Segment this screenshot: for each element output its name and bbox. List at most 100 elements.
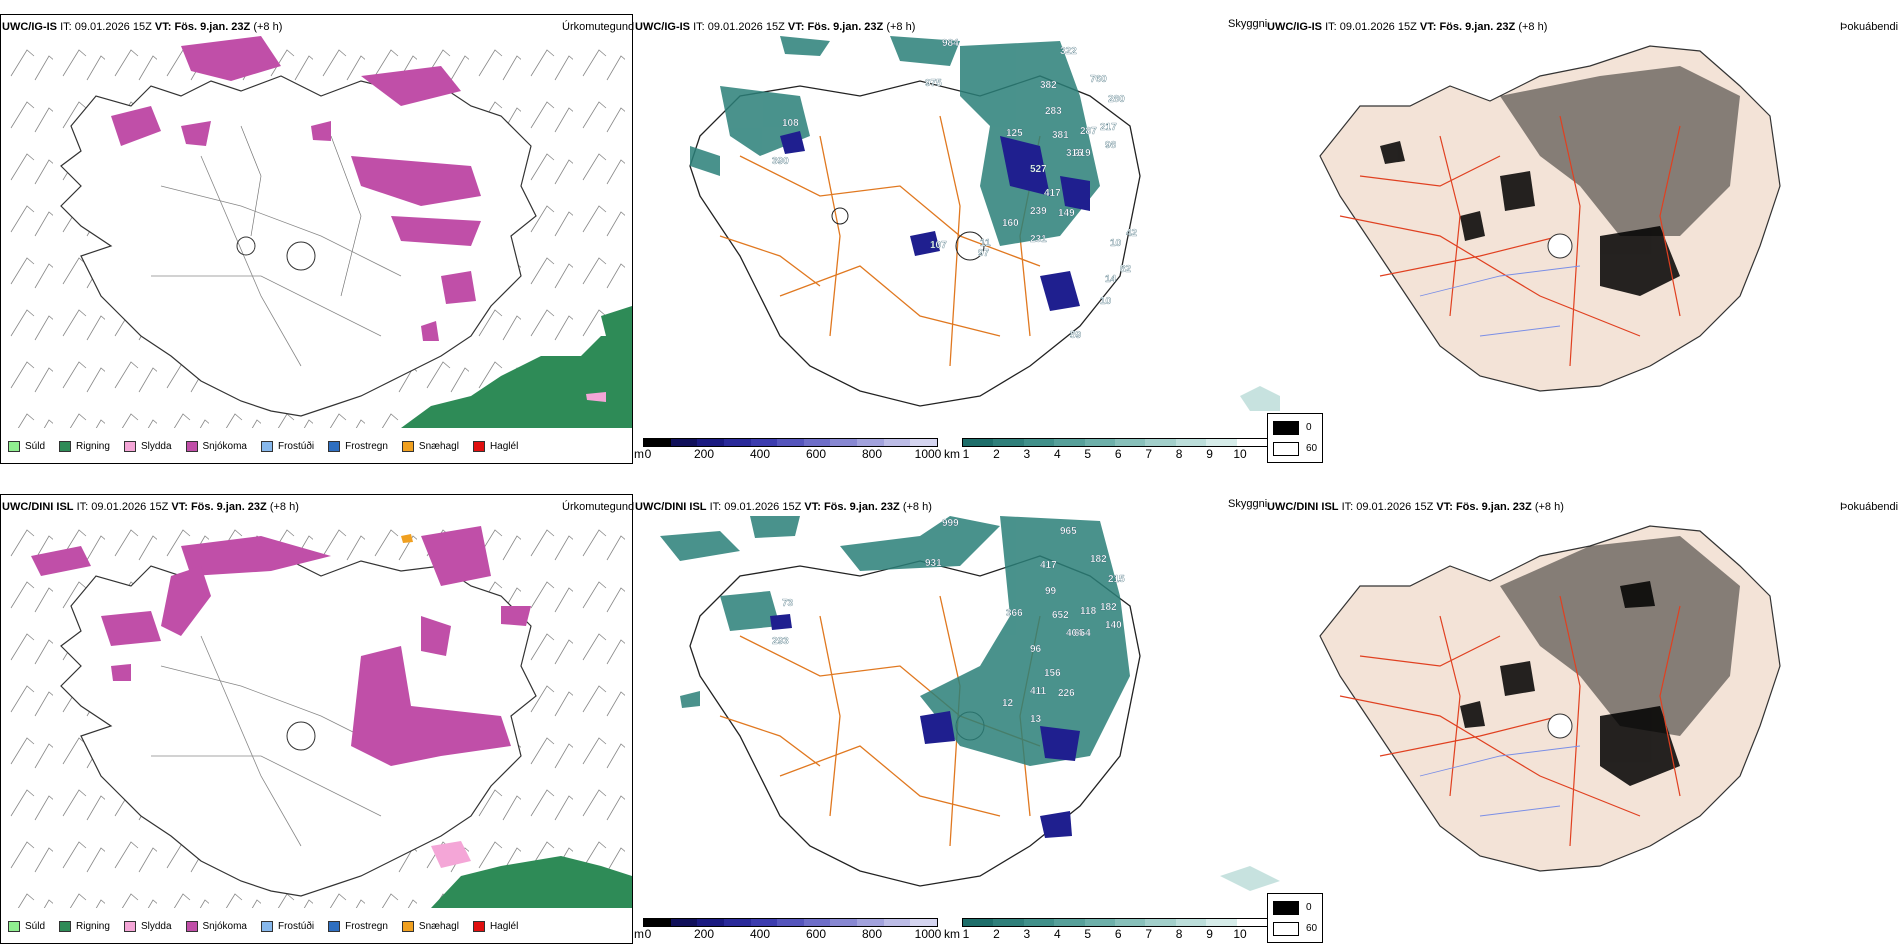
colorbar-tick-label: 3 xyxy=(1023,447,1031,461)
colorbar-tick-label: 1000 xyxy=(914,927,942,941)
colorbar-tick-label: 4 xyxy=(1053,927,1061,941)
ceiling-value-label: 760 xyxy=(1090,74,1107,85)
ceiling-value-label: 10 xyxy=(1100,296,1112,307)
colorbar-tick-label: 5 xyxy=(1084,447,1092,461)
legend-swatch xyxy=(123,441,136,452)
colorbar-segment xyxy=(857,919,884,926)
product-label-visibility-1: Skyggni xyxy=(1228,18,1268,30)
colorbar-segment xyxy=(750,439,778,446)
colorbar-tick-label: 2 xyxy=(993,927,1000,941)
colorbar-segment xyxy=(883,439,911,446)
ceiling-value-label: 931 xyxy=(925,558,942,569)
colorbar-tick-label: 800 xyxy=(861,447,883,461)
legend-swatch xyxy=(185,441,198,452)
fog-index-map-2 xyxy=(1319,525,1781,872)
colorbar-segment xyxy=(910,439,938,446)
colorbar-tick-label: 200 xyxy=(693,927,715,941)
ceiling-value-label: 14 xyxy=(1105,274,1117,285)
colorbar-segment xyxy=(723,439,751,446)
colorbar-segment xyxy=(777,919,804,926)
colorbar-segment xyxy=(803,439,831,446)
ceiling-value-label: 160 xyxy=(1002,218,1019,229)
map-title-1-1: UWC/IG-IS IT: 09.01.2026 15Z VT: Fös. 9.… xyxy=(2,21,283,33)
colorbar-segment xyxy=(1023,919,1055,926)
colorbar-segment xyxy=(993,439,1024,446)
map-title-1-2: UWC/IG-IS IT: 09.01.2026 15Z VT: Fös. 9.… xyxy=(635,21,916,33)
legend-item-hagel: Haglél xyxy=(472,441,518,452)
legend-item-snjokoma: Snjókoma xyxy=(185,441,247,452)
fog-index-map-1 xyxy=(1319,45,1781,392)
ceiling-value-label: 108 xyxy=(782,118,799,129)
ceiling-value-label: 118 xyxy=(1080,606,1097,617)
precip-map-frame-2 xyxy=(0,494,633,944)
ceiling-value-label: 999 xyxy=(942,518,959,529)
colorbar-tick-label: 7 xyxy=(1145,927,1152,941)
ceiling-value-label: 390 xyxy=(772,156,789,167)
ceiling-value-label: 11 xyxy=(980,238,991,249)
colorbar-tick-label: 6 xyxy=(1114,447,1122,461)
fog-key-white xyxy=(1273,922,1299,936)
legend-swatch xyxy=(472,441,485,452)
colorbar-segment xyxy=(723,919,751,926)
fog-key-1: 0 60 xyxy=(1267,413,1323,463)
ceiling-value-label: 239 xyxy=(1030,206,1047,217)
ceiling-value-label: 404 xyxy=(1066,628,1083,639)
ceiling-value-label: 73 xyxy=(782,598,794,609)
ceiling-value-label: 215 xyxy=(1108,574,1125,585)
precip-map-frame-1 xyxy=(0,14,633,464)
fog-key-white xyxy=(1273,442,1299,456)
colorbar-tick-label: 8 xyxy=(1175,447,1183,461)
colorbar-tick-label: 1 xyxy=(962,927,970,941)
colorbar-tick-label: 400 xyxy=(749,447,771,461)
colorbar-tick-label: 8 xyxy=(1175,927,1183,941)
precip-type-legend-1: Súld Rigning Slydda Snjókoma Frostúði Fr… xyxy=(8,441,518,452)
ceiling-colorbar-1 xyxy=(643,438,938,447)
precip-type-map-2 xyxy=(1,516,632,908)
ceiling-value-label: 965 xyxy=(1060,526,1077,537)
colorbar-segment xyxy=(830,439,858,446)
map-title-2-3: UWC/DINI ISL IT: 09.01.2026 15Z VT: Fös.… xyxy=(1267,501,1564,513)
colorbar-segment xyxy=(750,919,778,926)
colorbar-segment xyxy=(670,439,698,446)
colorbar-segment xyxy=(830,919,858,926)
legend-item-hagel: Haglél xyxy=(472,921,518,932)
ceiling-value-label: 382 xyxy=(1040,80,1057,91)
ceiling-value-label: 125 xyxy=(1006,128,1023,139)
ceiling-value-label: 280 xyxy=(1108,94,1125,105)
colorbar-segment xyxy=(963,919,994,926)
legend-swatch xyxy=(59,921,72,932)
ceiling-visibility-map-1 xyxy=(689,36,1280,411)
fog-key-black xyxy=(1273,421,1299,435)
legend-item-slydda: Slydda xyxy=(123,441,172,452)
legend-item-frostregn: Frostregn xyxy=(328,441,388,452)
ceiling-value-label: 219 xyxy=(1074,148,1091,159)
ceiling-unit-1: m xyxy=(634,447,644,461)
colorbar-segment xyxy=(857,439,884,446)
colorbar-tick-label: 600 xyxy=(805,927,827,941)
colorbar-tick-label: 10 xyxy=(1233,927,1247,941)
fog-key-label-60: 60 xyxy=(1306,443,1318,454)
ceiling-value-label: 417 xyxy=(1044,188,1061,199)
colorbar-segment xyxy=(803,919,831,926)
colorbar-segment xyxy=(1054,439,1085,446)
visibility-colorbar-1 xyxy=(962,438,1268,447)
colorbar-segment xyxy=(910,919,938,926)
colorbar-tick-label: 9 xyxy=(1206,927,1213,941)
colorbar-tick-label: 4 xyxy=(1053,447,1061,461)
colorbar-segment xyxy=(644,919,671,926)
colorbar-segment xyxy=(1206,919,1237,926)
legend-item-snaehagl: Snæhagl xyxy=(401,921,459,932)
ceiling-value-label: 182 xyxy=(1100,602,1117,613)
ceiling-value-label: 12 xyxy=(1002,698,1014,709)
colorbar-tick-label: 6 xyxy=(1114,927,1122,941)
colorbar-segment xyxy=(697,439,724,446)
legend-swatch xyxy=(8,441,20,452)
legend-item-snaehagl: Snæhagl xyxy=(401,441,459,452)
legend-swatch xyxy=(401,441,414,452)
colorbar-segment xyxy=(963,439,994,446)
ceiling-value-label: 182 xyxy=(1090,554,1107,565)
colorbar-tick-label: 200 xyxy=(693,447,715,461)
ceiling-value-label: 156 xyxy=(1044,668,1061,679)
map-title-2-1: UWC/DINI ISL IT: 09.01.2026 15Z VT: Fös.… xyxy=(2,501,299,513)
